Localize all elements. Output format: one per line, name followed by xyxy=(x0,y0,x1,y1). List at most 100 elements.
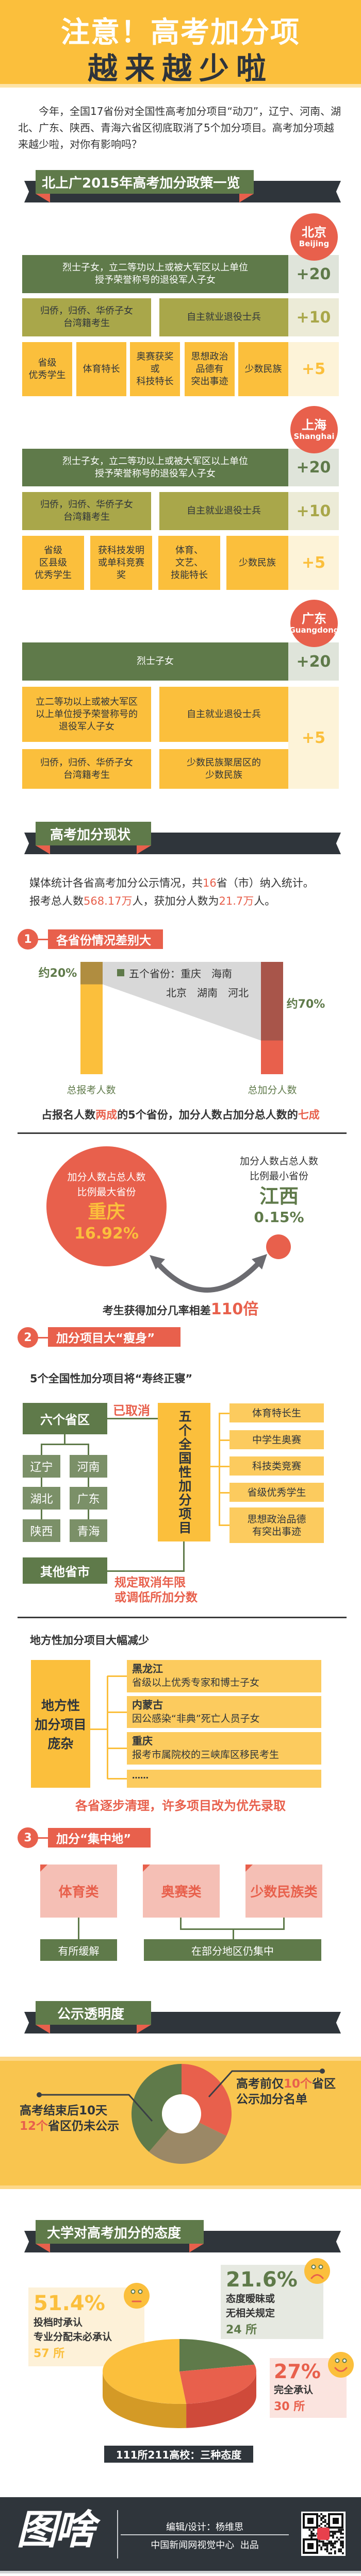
qr-module xyxy=(342,2533,344,2535)
bonus-item: 烈士子女 xyxy=(22,642,288,681)
footer-divider xyxy=(117,2510,118,2558)
qr-module xyxy=(330,2548,332,2551)
label-part: 省区仍未公示 xyxy=(48,2120,120,2133)
credit-divider xyxy=(121,2534,289,2535)
qr-module xyxy=(342,2529,344,2531)
universities-pie-chart xyxy=(103,2339,256,2428)
divider xyxy=(18,1617,347,1618)
face-mouth xyxy=(334,2367,348,2372)
qr-module xyxy=(340,2543,342,2545)
province-qinghai: 青海 xyxy=(70,1519,107,1542)
stat-text-part: 媒体统计各省高考加分公示情况，共 xyxy=(29,877,203,889)
others-note-line: 或调低所加分数 xyxy=(114,1591,198,1604)
local-label-line: 地方性 xyxy=(41,1698,80,1713)
qr-module xyxy=(340,2550,342,2552)
section-number-badge: 3 xyxy=(18,1827,38,1848)
attitude-desc: 态度暧昧或 xyxy=(226,2293,275,2304)
qr-module xyxy=(330,2534,332,2537)
qr-module xyxy=(342,2546,344,2549)
donut-hole xyxy=(162,2094,201,2133)
qr-module xyxy=(338,2548,340,2551)
qr-module xyxy=(318,2515,321,2517)
qr-module xyxy=(326,2546,329,2549)
badge-connector xyxy=(37,1837,48,1839)
qr-module xyxy=(324,2544,326,2547)
header-banner xyxy=(0,0,361,84)
qr-module xyxy=(326,2550,329,2552)
province-hubei: 湖北 xyxy=(23,1487,60,1510)
bonus-item: 归侨，归侨、华侨子女 台湾籍考生 xyxy=(22,749,151,789)
qr-module xyxy=(332,2543,334,2545)
connector xyxy=(210,1466,220,1467)
qr-code[interactable] xyxy=(301,2512,346,2556)
leader-dot xyxy=(320,2069,325,2074)
bonus-item: 省级 优秀学生 xyxy=(22,342,72,396)
qr-module xyxy=(340,2533,342,2535)
stat-number: 16 xyxy=(203,877,217,889)
donut-label-left: 高考结束后10天 12个省区仍未公示 xyxy=(20,2103,119,2134)
local-item-more: …… xyxy=(127,1770,321,1788)
min-value: 0.15% xyxy=(254,1209,304,1226)
face-eye xyxy=(138,2289,143,2294)
qr-finder xyxy=(333,2518,339,2524)
cancelled-label: 已取消 xyxy=(113,1403,150,1418)
qr-module xyxy=(330,2540,332,2543)
region-name-en: Beijing xyxy=(299,239,330,248)
result-concentrated: 在部分地区仍集中 xyxy=(144,1939,321,1961)
summary-highlight: 两成 xyxy=(95,1109,118,1121)
title-line-2: 越来越少啦 xyxy=(87,51,273,86)
bonus-item: 少数民族聚居区的 少数民族 xyxy=(159,749,288,789)
transparency-donut-chart xyxy=(37,2064,325,2164)
stat-text-part: 报考总人数 xyxy=(29,895,84,907)
qr-module xyxy=(308,2534,311,2537)
share-bar-chart xyxy=(80,962,283,1074)
connector xyxy=(183,1541,185,1572)
qr-module xyxy=(334,2540,336,2543)
section-subtitle: 加分“集中地” xyxy=(48,1828,151,1848)
local-item: 内蒙古 因公感染“非典”死亡人员子女 xyxy=(127,1696,321,1728)
min-province: 江西 xyxy=(259,1185,299,1208)
bonus-item: 归侨，归侨、华侨子女 台湾籍考生 xyxy=(22,492,151,530)
leader-line xyxy=(39,2094,153,2122)
qr-module xyxy=(326,2548,329,2551)
stat-text-part: 省（市）纳入统计。 xyxy=(216,877,314,889)
connector xyxy=(90,1728,108,1730)
connector xyxy=(219,1465,229,1467)
ribbon-title: 大学对高考加分的态度 xyxy=(36,2220,204,2244)
qr-module xyxy=(324,2524,326,2527)
qr-module xyxy=(338,2550,340,2552)
bar-segment-five-provinces xyxy=(80,962,103,985)
bonus-item: 思想政治 品德有 突出事迹 xyxy=(185,342,235,396)
province-henan: 河南 xyxy=(70,1455,107,1478)
qr-module xyxy=(324,2519,326,2521)
bonus-score: +5 xyxy=(288,536,339,590)
local-item-desc: 报考市属院校的三峡库区移民考生 xyxy=(132,1749,280,1760)
label-part: 省区 xyxy=(312,2077,336,2091)
national-item: 中学生奥赛 xyxy=(229,1430,324,1449)
legend-line-1: 五个省份：重庆 海南 xyxy=(129,968,232,980)
connector xyxy=(283,1918,285,1929)
qr-module xyxy=(310,2534,313,2537)
connector xyxy=(78,1918,79,1939)
bonus-item: 体育特长 xyxy=(76,342,126,396)
bonus-item: 少数民族 xyxy=(226,536,288,590)
connector xyxy=(233,1928,234,1939)
qr-module xyxy=(318,2544,321,2547)
qr-module xyxy=(332,2546,334,2549)
others-note-line: 规定取消年限 xyxy=(114,1576,186,1589)
ribbon-title: 北上广2015年高考加分政策一览 xyxy=(36,170,254,194)
connector xyxy=(107,1676,108,1779)
qr-module xyxy=(332,2534,334,2537)
bonus-item: 烈士子女，立二等功以上或被大军区以上单位 授予荣誉称号的退役军人子女 xyxy=(22,255,288,293)
qr-module xyxy=(334,2533,336,2535)
face-sad-icon xyxy=(304,2258,330,2284)
section-number-badge: 2 xyxy=(18,1327,38,1348)
ribbon-title: 公示透明度 xyxy=(36,2001,151,2025)
qr-module xyxy=(332,2536,334,2539)
qr-module xyxy=(310,2533,313,2535)
qr-module xyxy=(338,2538,340,2541)
bonus-score: +20 xyxy=(288,449,339,486)
province-shaanxi: 陕西 xyxy=(23,1519,60,1542)
qr-module xyxy=(313,2529,315,2531)
connector xyxy=(180,1918,182,1929)
